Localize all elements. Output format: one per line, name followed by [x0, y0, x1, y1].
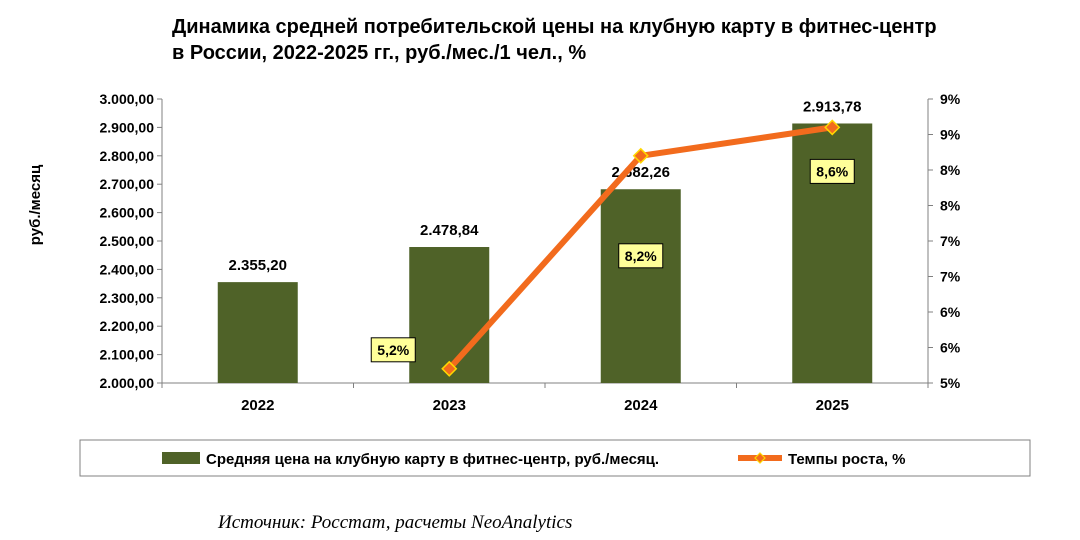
bar [409, 247, 490, 383]
x-tick-label: 2024 [624, 397, 658, 414]
bar-value-label: 2.478,84 [420, 222, 479, 239]
bar-value-label: 2.355,20 [229, 257, 287, 274]
y2-tick-label: 7% [940, 269, 961, 285]
x-tick-label: 2025 [816, 397, 849, 414]
growth-value-label: 5,2% [377, 342, 409, 358]
y-tick-label: 2.000,00 [100, 375, 155, 391]
y2-tick-label: 8% [940, 162, 961, 178]
growth-value-label: 8,6% [816, 163, 848, 179]
bar-value-label: 2.913,78 [803, 98, 861, 115]
combo-chart: руб./месяц 2.000,00 2.100,00 2.200,00 2.300,… [27, 91, 1031, 477]
chart-title: Динамика средней потребительской цены на… [172, 14, 1032, 66]
y-tick-label: 2.700,00 [100, 176, 155, 192]
chart-title-line-1: Динамика средней потребительской цены на… [172, 16, 937, 38]
y2-tick-label: 7% [940, 233, 961, 249]
growth-label-box [618, 243, 664, 269]
source-note: Источник: Росстат, расчеты NeoAnalytics [218, 512, 573, 533]
x-tick-label: 2023 [433, 397, 466, 414]
y-tick-label: 2.900,00 [100, 119, 155, 135]
y-axis-label: руб./месяц [27, 164, 44, 245]
y2-tick-label: 6% [940, 304, 961, 320]
y-tick-label: 2.200,00 [100, 318, 155, 334]
y2-tick-label: 6% [940, 340, 961, 356]
growth-point [824, 119, 841, 136]
growth-point [632, 147, 649, 164]
bar [217, 282, 298, 383]
y2-tick-label: 9% [940, 127, 961, 143]
y-tick-label: 2.400,00 [100, 261, 155, 277]
y-tick-label: 2.300,00 [100, 290, 155, 306]
legend-line-marker [754, 452, 766, 464]
growth-value-label: 8,2% [625, 248, 657, 264]
growth-label-box [370, 337, 416, 363]
x-tick-label: 2022 [241, 397, 274, 414]
y-tick-label: 2.100,00 [100, 347, 155, 363]
chart-title-line-2: в России, 2022-2025 гг., руб./мес./1 чел… [172, 42, 587, 64]
legend [79, 439, 1031, 477]
y-tick-label: 2.500,00 [100, 233, 155, 249]
y2-tick-label: 9% [940, 91, 961, 107]
y2-tick-label: 5% [940, 375, 961, 391]
y-tick-label: 2.600,00 [100, 205, 155, 221]
legend-bar-swatch [162, 452, 200, 464]
growth-label-box [809, 158, 855, 184]
growth-point [441, 360, 458, 377]
legend-line-label: Темпы роста, % [788, 451, 906, 468]
y-tick-label: 3.000,00 [100, 91, 155, 107]
legend-bar-label: Средняя цена на клубную карту в фитнес-ц… [206, 451, 659, 468]
bar [600, 189, 681, 383]
y2-tick-label: 8% [940, 198, 961, 214]
y-tick-label: 2.800,00 [100, 148, 155, 164]
